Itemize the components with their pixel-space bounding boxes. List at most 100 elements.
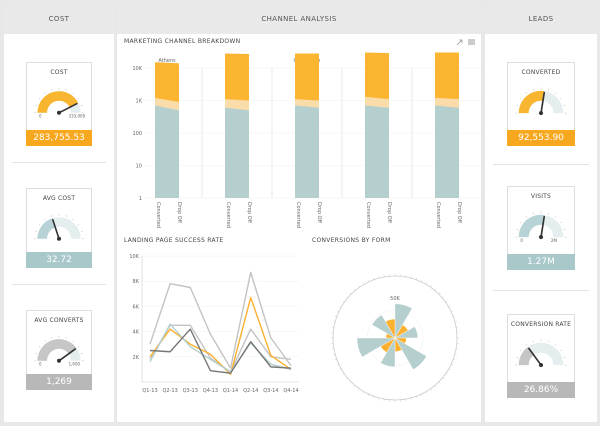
polar-tick (453, 315, 456, 317)
gauge-tick (560, 349, 562, 352)
polar-tick (353, 385, 356, 388)
x-tick-label: Q2-14 (243, 388, 258, 394)
y-tick-label: 10 (136, 164, 142, 170)
area-converted (295, 105, 319, 198)
polar-tick (378, 276, 380, 279)
gauge-tick (563, 228, 566, 230)
polar-tick (410, 397, 412, 400)
gauge-tick (563, 356, 566, 358)
avg-cost-value: 32.72 (26, 252, 92, 268)
converted-gauge-title: CONVERTED (521, 69, 561, 76)
gauge-tick (44, 340, 46, 343)
x-tick-label: Drop Off (176, 202, 182, 224)
menu-icon[interactable] (468, 39, 475, 45)
x-tick-label: Q3-13 (183, 388, 198, 394)
gauge-tick (560, 221, 562, 224)
polar-tick (333, 353, 336, 355)
area-converted (225, 107, 249, 198)
divider (12, 162, 106, 163)
landing-page-chart: 2K 4K 6K 8K 10K Q1-13 Q2-13 Q3-13 Q4-13 Q1-14 Q2-1… (129, 254, 299, 394)
gauge-tick (548, 88, 550, 91)
polar-slice (356, 337, 396, 358)
gauge-hub (57, 236, 61, 241)
polar-slice (394, 337, 427, 370)
cost-gauge: COST 0 333,000 (26, 62, 92, 130)
gauge-hub (538, 363, 544, 368)
polar-tick (342, 301, 345, 303)
converted-gauge-card: CONVERTED 92,553.90 (493, 40, 589, 170)
gauge-tick (520, 349, 522, 352)
conversion-rate-gauge-dial (515, 339, 567, 368)
polar-tick (451, 364, 454, 366)
avg-converts-gauge-card: AVG CONVERTS 0 1,600 1,269 (12, 284, 106, 414)
y-tick-label: 4K (133, 330, 140, 336)
gauge-tick (38, 224, 41, 226)
x-tick-label: Q4-14 (283, 388, 298, 394)
polar-slice (371, 314, 396, 339)
polar-tick (410, 276, 412, 279)
converted-gauge-dial (515, 87, 567, 116)
divider (493, 290, 589, 291)
polar-slice (380, 337, 396, 368)
conversion-rate-gauge: CONVERSION RATE (507, 314, 575, 382)
gauge-tick (532, 88, 534, 91)
polar-tick (339, 305, 342, 308)
polar-tick (438, 381, 441, 384)
gauge-tick (554, 344, 557, 346)
gauge-tick (72, 92, 74, 95)
x-tick-label: Converted (435, 202, 441, 228)
polar-tick (454, 321, 457, 323)
polar-tick (430, 285, 432, 288)
line-series-d (149, 323, 292, 373)
y-tick-label: 1 (139, 196, 142, 202)
y-tick-label: 1K (136, 99, 143, 105)
visits-gauge-dial: 0 2M (515, 211, 567, 243)
conversion-rate-gauge-card: CONVERSION RATE 26.86% (493, 290, 589, 420)
gauge-tick (77, 98, 80, 100)
y-tick-label: 10K (132, 66, 142, 72)
visits-value: 1.27M (507, 254, 575, 270)
x-tick-label: Q3-14 (263, 388, 278, 394)
line-series-c (149, 296, 292, 376)
gauge-hub (57, 358, 61, 363)
avg-converts-gauge-title: AVG CONVERTS (34, 317, 84, 324)
y-tick-label: 6K (133, 304, 140, 310)
polar-tick (372, 396, 374, 399)
panel-label: Athens (158, 58, 176, 64)
x-tick-label: Drop Off (246, 202, 252, 224)
x-tick-label: Drop Off (386, 202, 392, 224)
polar-tick (434, 288, 437, 291)
polar-tick (454, 353, 457, 355)
gauge-tick (563, 104, 566, 106)
polar-tick (358, 285, 360, 288)
y-tick-label: 2K (133, 355, 140, 361)
gauge-tick (532, 340, 534, 343)
polar-tick (378, 397, 380, 400)
x-tick-label: Converted (225, 202, 231, 228)
polar-tick (349, 381, 352, 384)
polar-tick (367, 394, 369, 397)
visits-gauge-title: VISITS (530, 193, 552, 200)
gauge-tick (38, 346, 41, 348)
polar-tick (434, 385, 437, 388)
polar-tick (333, 321, 336, 323)
avg-cost-gauge: AVG COST (26, 188, 92, 256)
avg-cost-gauge-dial (34, 214, 84, 241)
gauge-needle (528, 347, 542, 366)
chart-toolbar (456, 39, 475, 46)
gauge-min-label: 0 (39, 362, 42, 367)
breakdown-title: MARKETING CHANNEL BREAKDOWN (124, 38, 241, 45)
gauge-hub (538, 111, 544, 116)
polar-tick (445, 301, 448, 303)
gauge-tick (38, 98, 41, 100)
polar-tick (339, 368, 342, 371)
gauge-tick (548, 212, 550, 215)
visits-gauge: VISITS 0 2M (507, 186, 575, 254)
gauge-tick (77, 224, 80, 226)
area-converted (155, 105, 179, 198)
expand-icon[interactable] (456, 39, 463, 46)
converted-value: 92,553.90 (507, 130, 575, 146)
polar-tick (372, 277, 374, 280)
polar-tick (336, 364, 339, 366)
